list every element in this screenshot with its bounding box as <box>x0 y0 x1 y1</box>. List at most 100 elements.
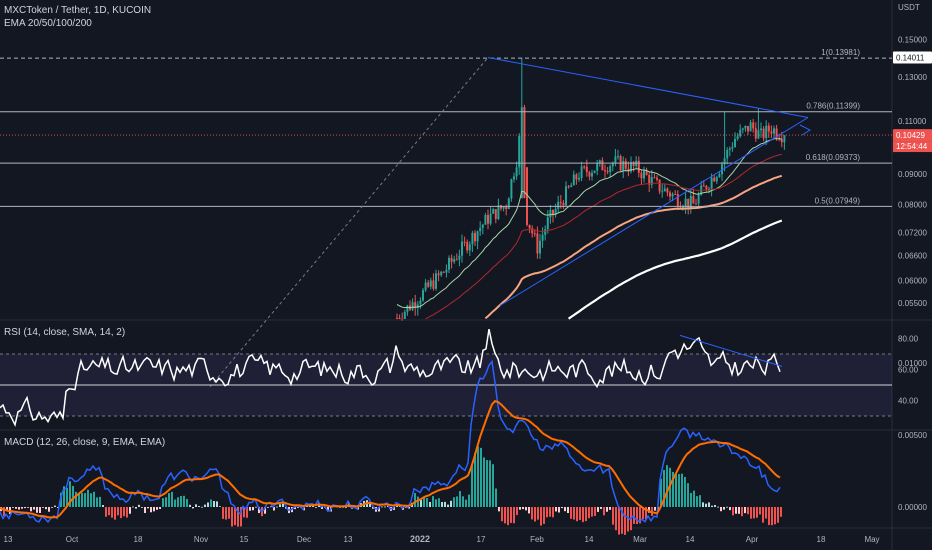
candle-body <box>518 135 521 168</box>
candle-body <box>715 177 718 182</box>
macd-histogram-bar <box>234 507 236 526</box>
macd-histogram-bar <box>711 505 713 507</box>
macd-histogram-bar <box>369 503 371 507</box>
macd-histogram-bar <box>726 506 728 508</box>
candle-body <box>653 177 656 179</box>
macd-histogram-bar <box>99 496 101 507</box>
macd-histogram-bar <box>378 507 380 512</box>
candle-body <box>544 229 547 235</box>
macd-histogram-bar <box>750 507 752 519</box>
macd-histogram-bar <box>582 507 584 523</box>
macd-histogram-bar <box>708 502 710 507</box>
main-legend: MXCToken / Tether, 1D, KUCOIN EMA 20/50/… <box>4 4 151 30</box>
candle-body <box>604 170 606 172</box>
macd-histogram-bar <box>57 507 59 508</box>
macd-histogram-bar <box>39 507 41 514</box>
rsi-legend: RSI (14, close, SMA, 14, 2) <box>4 327 126 338</box>
macd-histogram-bar <box>717 506 719 508</box>
macd-histogram-bar <box>681 473 683 507</box>
time-tick-label: 14 <box>686 535 695 544</box>
candle-body <box>689 195 692 208</box>
macd-histogram-bar <box>105 507 107 517</box>
candle-body <box>609 166 612 172</box>
candle-body <box>702 185 705 187</box>
macd-histogram-bar <box>219 506 221 508</box>
macd-histogram-bar <box>612 507 614 525</box>
macd-histogram-bar <box>237 507 239 527</box>
symbol-title: MXCToken / Tether, 1D, KUCOIN <box>4 5 152 16</box>
macd-histogram-bar <box>81 492 83 507</box>
candle-body <box>427 282 430 287</box>
macd-histogram-bar <box>111 507 113 518</box>
macd-histogram-bar <box>675 473 677 507</box>
candle-body <box>661 191 664 193</box>
macd-histogram-bar <box>759 507 761 515</box>
candle-body <box>682 206 684 208</box>
candle-body <box>666 188 669 193</box>
macd-histogram-bar <box>201 506 203 508</box>
macd-histogram-bar <box>429 502 431 507</box>
macd-histogram-bar <box>165 497 167 507</box>
candle-body <box>515 167 518 177</box>
price-axis[interactable]: 0.15000 0.13000 0.11000 0.09000 0.08000 0.072… <box>893 3 932 512</box>
macd-histogram-bar <box>702 502 704 507</box>
candle-body <box>422 290 424 301</box>
candle-body <box>479 227 482 232</box>
macd-histogram-bar <box>588 507 590 519</box>
rsi-tick-label: 40.00 <box>898 397 919 406</box>
macd-histogram-bar <box>183 495 185 507</box>
macd-histogram-bar <box>153 507 155 512</box>
candle-body <box>674 193 677 195</box>
macd-histogram-bar <box>426 498 428 507</box>
candle-body <box>705 185 708 190</box>
macd-histogram-bar <box>312 505 314 507</box>
time-axis[interactable]: 13 Oct 18 Nov 15 Dec 13 2022 17 Feb 14 Mar 14 Apr 18 Ma… <box>4 534 880 544</box>
candle-body <box>713 177 716 182</box>
macd-histogram-bar <box>90 493 92 507</box>
candle-body <box>656 177 658 180</box>
candle-body <box>557 201 560 209</box>
macd-histogram-bar <box>666 465 668 507</box>
candle-body <box>481 224 484 228</box>
macd-pane[interactable] <box>0 359 782 535</box>
macd-histogram-bar <box>564 507 566 512</box>
macd-histogram-bar <box>207 502 209 507</box>
candle-body <box>692 195 695 204</box>
macd-histogram-bar <box>633 507 635 524</box>
macd-histogram-group <box>0 446 782 535</box>
macd-histogram-bar <box>246 507 248 518</box>
macd-histogram-bar <box>345 507 347 508</box>
candle-body <box>627 168 630 172</box>
candle-body <box>721 164 723 175</box>
macd-histogram-bar <box>627 507 629 532</box>
macd-histogram-bar <box>753 507 755 519</box>
macd-histogram-bar <box>96 497 98 507</box>
macd-histogram-bar <box>735 507 737 514</box>
candle-body <box>406 305 409 312</box>
macd-histogram-bar <box>549 507 551 517</box>
candle-body <box>401 319 404 321</box>
macd-histogram-bar <box>441 502 443 507</box>
candle-body <box>575 174 578 180</box>
candle-body <box>780 139 783 143</box>
macd-histogram-bar <box>486 460 488 507</box>
triangle-arrow-icon <box>799 124 812 136</box>
macd-histogram-bar <box>453 497 455 507</box>
macd-histogram-bar <box>315 507 317 508</box>
candle-body <box>505 206 508 210</box>
candle-body <box>546 217 549 230</box>
macd-histogram-bar <box>780 507 782 517</box>
candle-body <box>507 198 510 210</box>
macd-histogram-bar <box>522 507 524 510</box>
rsi-pane[interactable] <box>0 328 892 428</box>
macd-histogram-bar <box>573 507 575 520</box>
macd-histogram-bar <box>393 507 395 510</box>
macd-histogram-bar <box>513 507 515 524</box>
candle-body <box>723 158 726 165</box>
macd-histogram-bar <box>264 507 266 514</box>
macd-histogram-bar <box>177 497 179 507</box>
candle-body <box>645 170 648 175</box>
candle-body <box>440 271 443 276</box>
